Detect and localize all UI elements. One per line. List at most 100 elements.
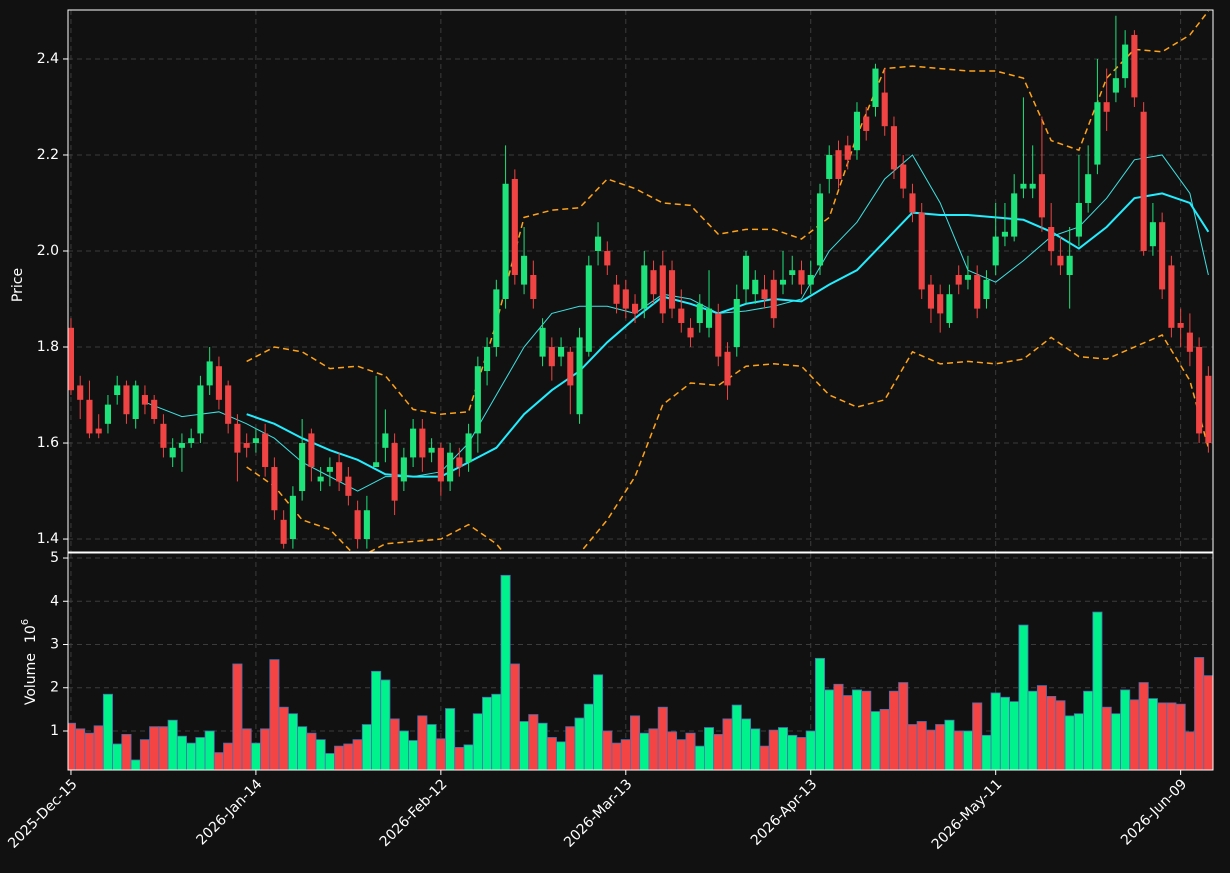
candle-body: [668, 270, 676, 309]
volume-bar: [639, 732, 650, 770]
volume-scale: 10: [23, 625, 39, 643]
volume-bar: [158, 726, 169, 770]
volume-bar: [805, 730, 816, 770]
volume-bar: [213, 752, 224, 770]
volume-bar: [1064, 715, 1075, 770]
candle-body: [511, 178, 518, 275]
candle-body: [1168, 265, 1175, 328]
candle-body: [974, 274, 981, 309]
volume-bar: [398, 730, 409, 770]
volume-bar: [454, 747, 465, 770]
volume-bar: [611, 742, 622, 770]
candle-body: [151, 399, 158, 420]
candle-body: [400, 457, 407, 482]
volume-bar: [713, 734, 724, 770]
volume-bar: [944, 719, 955, 770]
volume-bar: [1036, 685, 1047, 770]
volume-bar: [324, 753, 335, 770]
candle-body: [918, 212, 925, 290]
candle-body: [169, 447, 176, 458]
volume-bar: [408, 740, 419, 770]
volume-bar: [167, 719, 178, 770]
volume-bar: [149, 726, 160, 770]
volume-bar: [620, 739, 631, 770]
volume-bar: [925, 729, 936, 770]
candle-body: [382, 433, 389, 448]
candle-body: [1103, 102, 1110, 112]
candle-body: [336, 462, 343, 482]
candle-body: [1066, 255, 1073, 275]
candle-body: [1048, 226, 1055, 251]
volume-bar: [990, 692, 1001, 770]
volume-bar: [593, 674, 604, 770]
candle-body: [909, 193, 916, 213]
y-tick-label: 2.0: [37, 243, 59, 259]
volume-bar: [1046, 695, 1057, 770]
volume-bar: [435, 738, 446, 770]
volume-bar: [463, 744, 474, 770]
volume-bar: [1120, 689, 1131, 770]
indicator-line: [246, 334, 1210, 552]
candle-body: [1131, 34, 1138, 98]
volume-bar: [1175, 703, 1186, 770]
candle-body: [613, 284, 620, 304]
volume-bar: [574, 717, 585, 770]
volume-bar: [1166, 702, 1177, 770]
volume-bar: [777, 727, 789, 770]
candle-body: [197, 385, 204, 434]
candle-body: [1122, 44, 1129, 79]
volume-bar: [1083, 690, 1094, 770]
candle-body: [86, 399, 93, 434]
volume-bar: [1110, 713, 1121, 770]
volume-bar: [371, 670, 382, 770]
candle-body: [650, 270, 657, 295]
candle-body: [243, 443, 250, 448]
candle-body: [539, 327, 546, 357]
candle-body: [77, 385, 84, 400]
candle-body: [585, 265, 592, 352]
volume-bar: [176, 735, 187, 770]
volume-bar: [75, 728, 86, 770]
volume-bar: [1092, 611, 1103, 770]
volume-bar: [648, 728, 659, 770]
volume-bar: [999, 696, 1010, 770]
candle-body: [280, 519, 287, 544]
volume-bar: [195, 737, 206, 770]
candle-body: [391, 443, 398, 501]
candle-body: [502, 183, 509, 300]
volume-bar: [722, 718, 733, 770]
candle-body: [844, 145, 851, 160]
volume-bar: [472, 713, 483, 770]
candle-body: [104, 404, 111, 424]
candle-body: [1020, 183, 1027, 189]
volume-bar: [1138, 682, 1149, 770]
volume-bar: [759, 745, 770, 770]
volume-bar: [537, 722, 548, 770]
volume-bar: [306, 732, 317, 770]
candle-body: [761, 289, 768, 300]
candle-body: [853, 111, 861, 151]
volume-bar: [953, 730, 964, 770]
volume-bar: [1009, 701, 1020, 770]
candle-body: [363, 510, 370, 540]
volume-bar: [657, 706, 668, 770]
candle-body: [715, 313, 722, 357]
volume-bar: [870, 711, 881, 770]
candle-body: [807, 274, 814, 285]
volume-bar: [602, 730, 613, 770]
volume-bar: [1184, 731, 1195, 770]
candle-body: [733, 299, 740, 348]
volume-bar: [1027, 690, 1038, 770]
candle-body: [373, 462, 380, 468]
volume-bar: [204, 730, 215, 770]
volume-bar: [334, 745, 345, 770]
candle-body: [1196, 347, 1203, 434]
volume-bar: [888, 690, 899, 770]
candle-body: [576, 337, 583, 415]
volume-bar: [232, 663, 243, 770]
volume-bar: [315, 739, 326, 770]
volume-bar: [768, 729, 779, 770]
candle-body: [770, 279, 777, 319]
candle-body: [484, 347, 491, 372]
price-frame: [67, 9, 1214, 553]
